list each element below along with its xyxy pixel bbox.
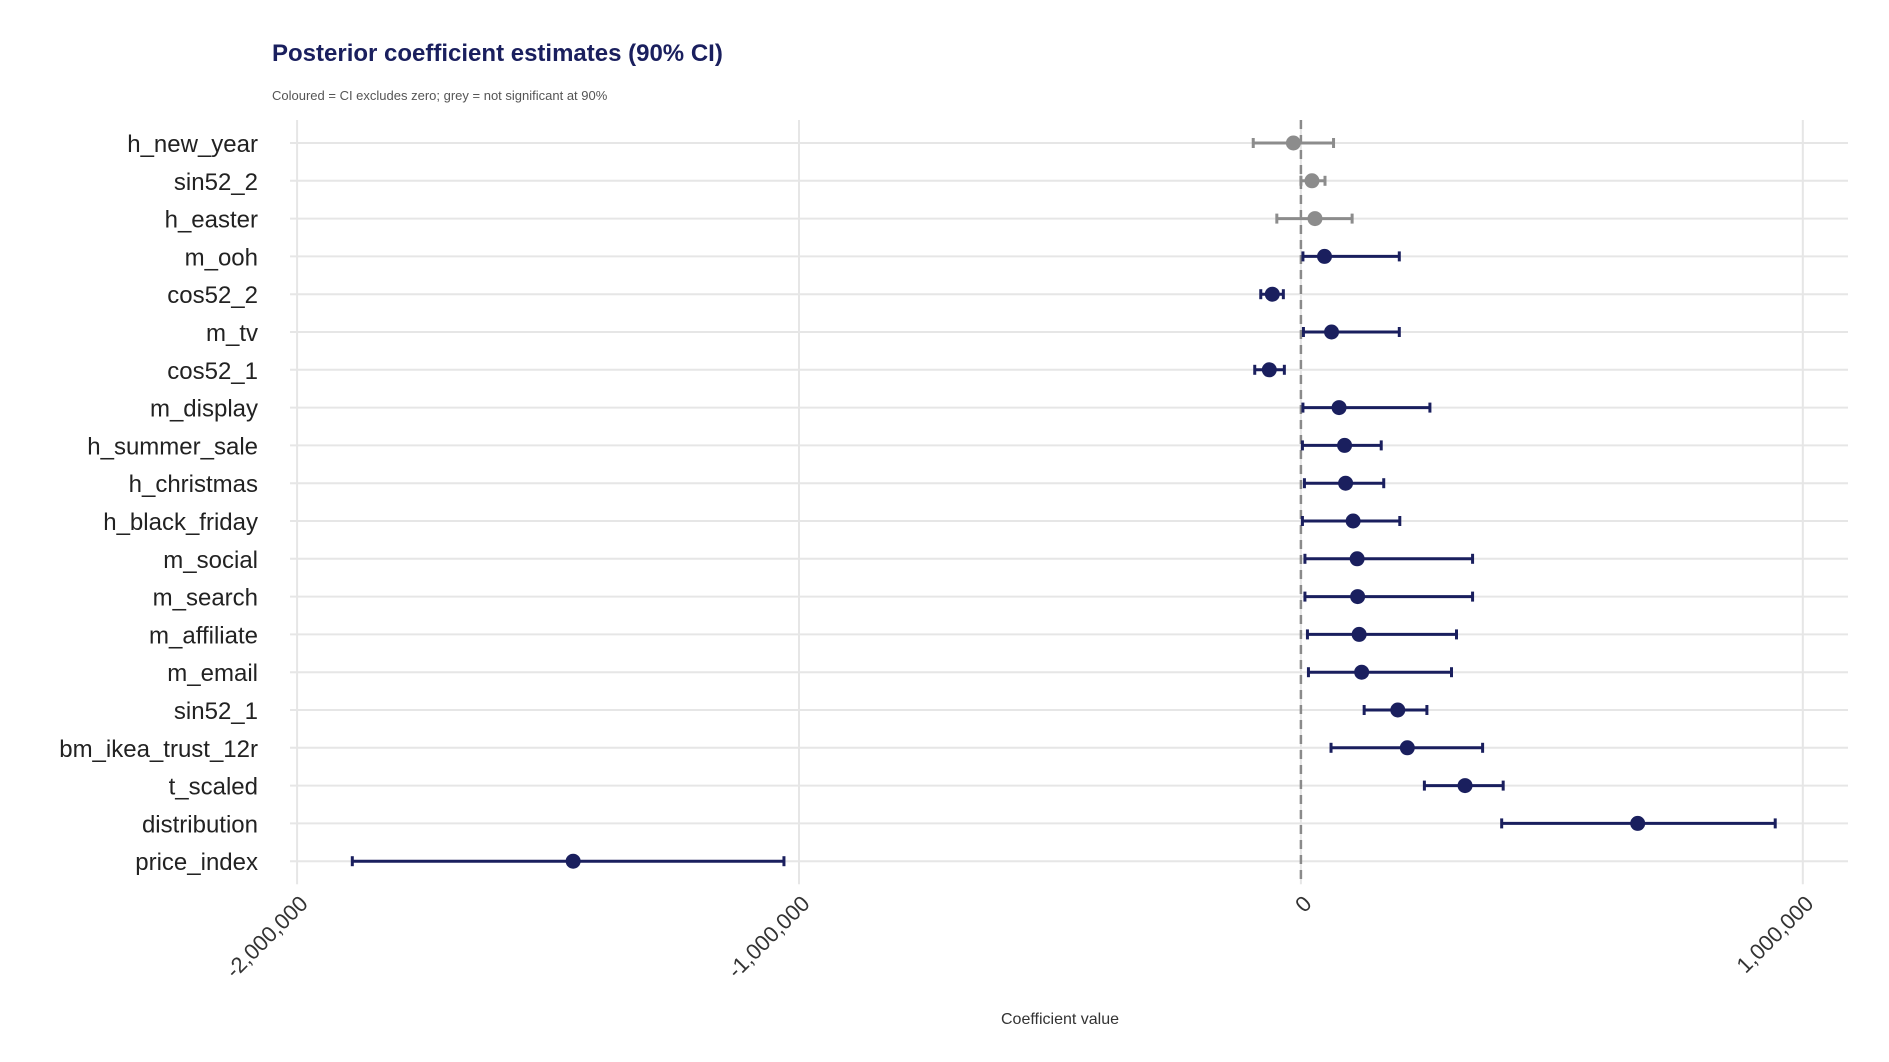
- error-bar: [1301, 402, 1432, 413]
- category-label: price_index: [135, 849, 258, 876]
- estimate-point: [1285, 135, 1301, 151]
- category-label: h_christmas: [129, 471, 258, 498]
- category-label: h_new_year: [127, 131, 258, 158]
- category-label: cos52_1: [167, 358, 258, 385]
- estimate-point: [1317, 248, 1333, 264]
- estimate-point: [1349, 551, 1365, 567]
- category-label: m_ooh: [185, 244, 258, 271]
- x-tick-label: 1,000,000: [1731, 891, 1818, 978]
- estimate-point: [1304, 173, 1320, 189]
- category-label: h_easter: [165, 207, 258, 234]
- chart-subtitle: Coloured = CI excludes zero; grey = not …: [272, 88, 608, 103]
- estimate-point: [1390, 702, 1406, 718]
- category-label: m_tv: [206, 320, 258, 347]
- estimate-point: [1338, 475, 1354, 491]
- estimate-point: [1324, 324, 1340, 340]
- category-label: sin52_2: [174, 169, 258, 196]
- category-label: sin52_1: [174, 698, 258, 725]
- error-bar: [1303, 553, 1475, 564]
- estimate-point: [1351, 626, 1367, 642]
- category-label: distribution: [142, 811, 258, 838]
- estimate-point: [1345, 513, 1361, 529]
- grid-layer: [290, 120, 1848, 885]
- category-label: m_display: [150, 396, 258, 423]
- estimate-point: [1261, 362, 1277, 378]
- estimate-point: [1331, 400, 1347, 416]
- estimate-point: [1399, 740, 1415, 756]
- error-bar: [1303, 591, 1475, 602]
- error-bar: [1306, 667, 1453, 678]
- point-layer: [565, 135, 1646, 869]
- category-label: h_black_friday: [103, 509, 258, 536]
- x-tick-label: -1,000,000: [722, 891, 814, 983]
- x-axis-title: Coefficient value: [1001, 1011, 1119, 1028]
- estimate-point: [1457, 778, 1473, 794]
- estimate-point: [1354, 664, 1370, 680]
- x-tick-label: -2,000,000: [221, 891, 313, 983]
- chart-title: Posterior coefficient estimates (90% CI): [272, 40, 723, 67]
- estimate-point: [1630, 815, 1646, 831]
- category-labels: h_new_year sin52_2 h_easter m_ooh cos52_2 m_t…: [59, 131, 258, 876]
- estimate-point: [1307, 211, 1323, 227]
- estimate-point: [565, 853, 581, 869]
- category-label: m_search: [153, 585, 258, 612]
- category-label: m_social: [163, 547, 258, 574]
- x-tick-label: 0: [1290, 891, 1316, 917]
- x-tick-labels: -2,000,000 -1,000,000 0 1,000,000: [221, 891, 1819, 983]
- interval-layer: [350, 138, 1777, 867]
- estimate-point: [1337, 437, 1353, 453]
- category-label: m_email: [167, 660, 258, 687]
- category-label: m_affiliate: [149, 622, 258, 649]
- error-bar: [1301, 327, 1401, 337]
- error-bar: [1305, 629, 1459, 640]
- estimate-point: [1264, 286, 1280, 302]
- category-label: h_summer_sale: [87, 433, 258, 460]
- category-label: bm_ikea_trust_12r: [59, 736, 258, 763]
- category-label: cos52_2: [167, 282, 258, 309]
- estimate-point: [1350, 589, 1366, 605]
- category-label: t_scaled: [169, 774, 258, 801]
